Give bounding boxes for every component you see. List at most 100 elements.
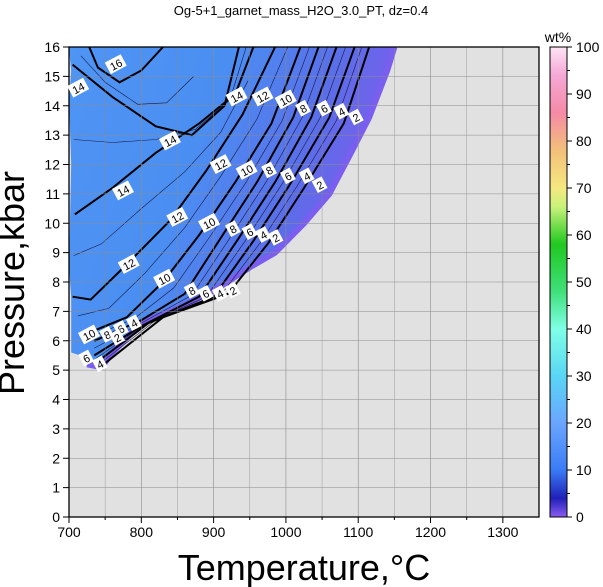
contour-line-thin xyxy=(80,55,194,105)
svg-text:6: 6 xyxy=(319,103,330,116)
colorbar xyxy=(549,46,568,518)
y-tick-label: 5 xyxy=(52,362,60,378)
svg-text:10: 10 xyxy=(239,163,255,179)
y-tick-label: 13 xyxy=(44,127,60,143)
colorbar-tick-label: 20 xyxy=(576,415,592,431)
svg-text:2: 2 xyxy=(351,112,362,125)
colorbar-tick-label: 0 xyxy=(576,509,584,525)
x-tick-label: 1100 xyxy=(343,524,373,540)
svg-text:14: 14 xyxy=(71,81,87,97)
y-tick-label: 12 xyxy=(44,157,60,173)
contour-line-bold xyxy=(88,47,164,84)
contour-label: 4 xyxy=(125,314,142,331)
contour-label: 8 xyxy=(261,161,277,179)
svg-text:10: 10 xyxy=(157,272,173,288)
svg-text:8: 8 xyxy=(187,285,198,298)
contour-label: 12 xyxy=(251,86,274,107)
svg-text:8: 8 xyxy=(264,165,275,178)
contour-label: 16 xyxy=(104,54,127,75)
contour-label: 4 xyxy=(255,226,272,243)
y-tick-label: 2 xyxy=(52,450,60,466)
svg-text:12: 12 xyxy=(213,157,229,173)
svg-text:14: 14 xyxy=(162,134,178,150)
y-tick-label: 9 xyxy=(52,245,60,261)
svg-text:4: 4 xyxy=(215,288,226,301)
bold-contour-group xyxy=(71,47,371,366)
x-axis-label: Temperature,°C xyxy=(178,547,431,587)
svg-text:2: 2 xyxy=(228,285,239,298)
contour-line-thin xyxy=(77,47,288,317)
colorbar-tick-label: 50 xyxy=(576,274,592,290)
contour-line-thin xyxy=(73,80,249,256)
svg-text:16: 16 xyxy=(108,57,124,73)
y-tick-label: 1 xyxy=(52,480,60,496)
contour-label: 8 xyxy=(224,220,241,237)
contour-label: 12 xyxy=(209,154,232,175)
contour-label: 10 xyxy=(198,212,221,233)
contour-label: 4 xyxy=(333,102,350,120)
y-tick-label: 8 xyxy=(52,274,60,290)
y-tick-label: 3 xyxy=(52,421,60,437)
svg-text:14: 14 xyxy=(115,184,131,200)
y-tick-label: 15 xyxy=(44,68,60,84)
contour-label: 14 xyxy=(158,130,181,151)
contour-label: 8 xyxy=(183,282,200,299)
svg-text:4: 4 xyxy=(95,358,106,371)
x-tick-label: 700 xyxy=(57,524,81,540)
contour-label: 4 xyxy=(298,167,315,185)
contour-label: 14 xyxy=(67,77,90,98)
svg-text:6: 6 xyxy=(201,288,212,301)
y-tick-label: 0 xyxy=(52,509,60,525)
colorbar-label: wt% xyxy=(544,29,571,45)
contour-label: 2 xyxy=(311,176,328,193)
colorbar-ticks: 0 10 20 30 40 50 60 70 80 90 100 xyxy=(567,39,600,525)
contour-label: 2 xyxy=(267,229,284,246)
colorbar-tick-label: 10 xyxy=(576,462,592,478)
x-tick-label: 800 xyxy=(130,524,154,540)
svg-text:8: 8 xyxy=(102,329,113,342)
stability-field xyxy=(69,47,395,368)
colorbar-tick-label: 40 xyxy=(576,321,592,337)
contour-label: 2 xyxy=(109,329,126,346)
contour-label: 8 xyxy=(99,326,115,343)
svg-text:6: 6 xyxy=(245,226,256,239)
svg-text:10: 10 xyxy=(81,328,97,344)
x-axis: 700 800 900 1000 1100 1200 1300 xyxy=(57,517,519,540)
contour-label: 2 xyxy=(224,282,241,299)
contour-label: 2 xyxy=(347,108,364,126)
contour-label: 10 xyxy=(77,324,100,345)
contour-line-bold xyxy=(97,47,356,363)
x-tick-label: 900 xyxy=(202,524,226,540)
svg-text:2: 2 xyxy=(112,332,123,345)
svg-text:6: 6 xyxy=(116,323,127,336)
contour-label: 12 xyxy=(117,253,140,274)
svg-text:4: 4 xyxy=(302,170,313,183)
svg-text:2: 2 xyxy=(271,232,282,245)
contour-label: 6 xyxy=(78,349,95,367)
contour-line-bold xyxy=(103,47,371,366)
x-tick-label: 1000 xyxy=(270,524,301,540)
svg-text:8: 8 xyxy=(228,223,239,236)
y-tick-label: 14 xyxy=(44,98,60,114)
grid-lines xyxy=(69,47,539,517)
y-tick-label: 11 xyxy=(45,186,60,202)
svg-text:6: 6 xyxy=(81,353,92,366)
svg-text:12: 12 xyxy=(170,210,186,226)
y-tick-label: 6 xyxy=(52,333,60,349)
svg-text:12: 12 xyxy=(121,257,137,273)
colorbar-tick-label: 80 xyxy=(576,133,592,149)
contour-label: 14 xyxy=(111,180,134,201)
colorbar-tick-label: 30 xyxy=(576,368,592,384)
y-axis-label: Pressure,kbar xyxy=(0,171,32,395)
svg-text:4: 4 xyxy=(129,317,140,330)
colorbar-tick-label: 70 xyxy=(576,180,592,196)
y-tick-label: 7 xyxy=(52,303,60,319)
contour-label: 6 xyxy=(279,167,296,185)
contour-label: 6 xyxy=(241,223,258,240)
colorbar-tick-label: 60 xyxy=(576,227,592,243)
contour-line-bold xyxy=(83,47,302,336)
y-tick-label: 4 xyxy=(52,392,60,408)
